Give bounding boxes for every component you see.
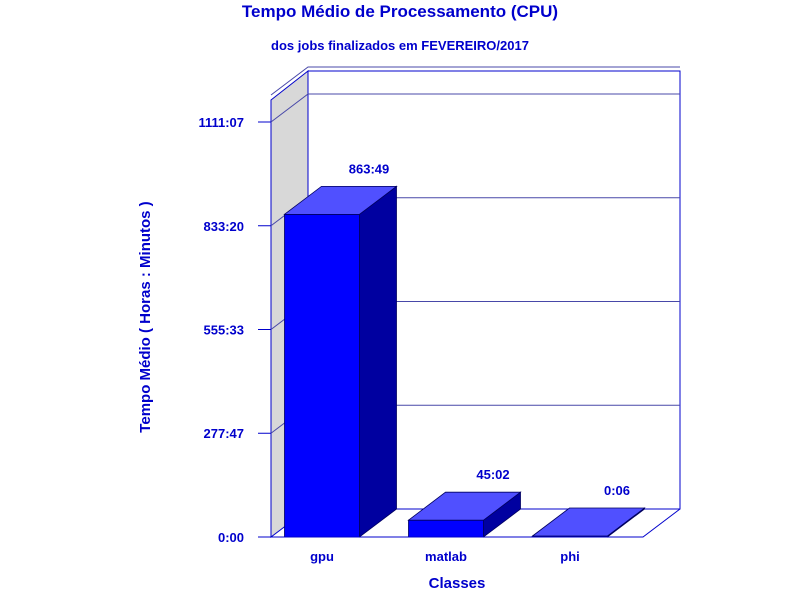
chart-subtitle: dos jobs finalizados em FEVEREIRO/2017	[271, 38, 529, 53]
bar-side	[359, 185, 397, 538]
y-tick-label: 277:47	[204, 426, 244, 441]
data-labels: 863:49 45:02 0:06	[349, 161, 630, 498]
grid-line	[270, 66, 680, 96]
data-label: 0:06	[604, 483, 630, 498]
x-tick-label: matlab	[425, 549, 467, 564]
y-axis-label: Tempo Médio ( Horas : Minutos )	[137, 201, 154, 432]
x-axis-label: Classes	[429, 575, 486, 592]
y-tick-label: 833:20	[204, 219, 244, 234]
floor-edge	[271, 508, 681, 538]
x-axis-ticks: gpu matlab phi	[310, 549, 580, 564]
bar-top	[407, 491, 522, 521]
bar-gpu	[283, 185, 398, 538]
x-tick-label: phi	[560, 549, 580, 564]
chart-floor	[271, 508, 681, 538]
bar-phi	[531, 507, 646, 538]
y-tick-label: 0:00	[218, 530, 244, 545]
y-tick-label: 555:33	[204, 323, 244, 338]
data-label: 45:02	[476, 467, 509, 482]
bar-top	[283, 185, 398, 215]
chart-title: Tempo Médio de Processamento (CPU)	[242, 2, 558, 21]
x-tick-label: gpu	[310, 549, 334, 564]
grid-line	[270, 93, 680, 123]
bar-top	[531, 507, 646, 537]
data-label: 863:49	[349, 161, 389, 176]
bar-front	[408, 519, 484, 538]
bar-front	[284, 213, 360, 538]
y-tick-label: 1111:07	[198, 115, 244, 130]
y-axis-ticks: 0:00 277:47 555:33 833:20 1111:07	[198, 115, 271, 545]
